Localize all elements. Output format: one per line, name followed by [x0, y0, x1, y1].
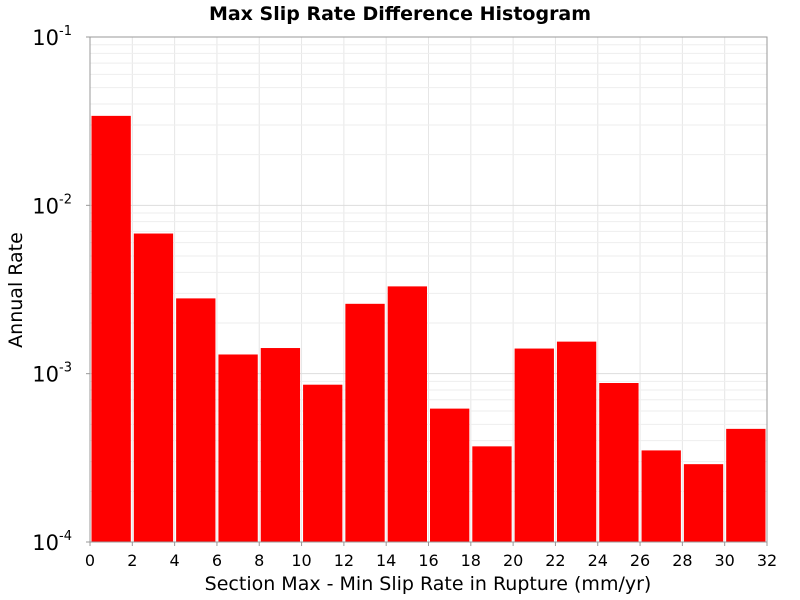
x-tick-label: 22	[545, 551, 565, 570]
y-tick-label: 10-3	[32, 361, 72, 387]
x-tick-label: 6	[212, 551, 222, 570]
x-tick-label: 12	[334, 551, 354, 570]
histogram-bar	[472, 446, 512, 542]
y-tick-exponent: -4	[59, 529, 72, 544]
x-tick-label: 8	[254, 551, 264, 570]
histogram-bar	[430, 408, 470, 542]
histogram-bar	[91, 115, 131, 543]
histogram-bar	[176, 298, 216, 542]
histogram-bar	[599, 383, 639, 542]
x-tick-label: 32	[757, 551, 777, 570]
chart-title: Max Slip Rate Difference Histogram	[209, 3, 591, 25]
histogram-bar	[683, 464, 724, 542]
x-axis-label: Section Max - Min Slip Rate in Rupture (…	[205, 573, 652, 595]
histogram-bar	[345, 303, 385, 542]
y-tick-label: 10-1	[32, 24, 72, 50]
x-tick-label: 24	[588, 551, 608, 570]
x-tick-label: 30	[715, 551, 735, 570]
y-tick-exponent: -1	[59, 24, 72, 39]
histogram-bar	[133, 233, 174, 543]
histogram-bar	[387, 286, 427, 542]
x-tick-label: 28	[672, 551, 692, 570]
x-tick-label: 16	[418, 551, 438, 570]
histogram-bar	[726, 428, 766, 542]
histogram-bar	[218, 354, 258, 542]
y-tick-label: 10-4	[32, 529, 72, 555]
y-axis-ticks: 10-4 10-3 10-2 10-1	[32, 24, 90, 555]
x-tick-label: 20	[503, 551, 523, 570]
x-tick-label: 4	[170, 551, 180, 570]
x-tick-label: 14	[376, 551, 396, 570]
x-tick-label: 10	[291, 551, 311, 570]
histogram-bar	[514, 348, 554, 542]
x-axis-ticks: 0 2 4 6 8 10 12 14 16 18 20 22 24 26 28 30 32	[85, 542, 777, 570]
histogram-bar	[260, 348, 301, 542]
histogram-bar	[641, 450, 681, 542]
y-tick-exponent: -3	[59, 361, 72, 376]
y-tick-label: 10-2	[32, 192, 72, 218]
x-tick-label: 2	[127, 551, 137, 570]
histogram-bar	[556, 341, 597, 542]
x-tick-label: 26	[630, 551, 650, 570]
histogram-bar	[303, 384, 343, 542]
y-tick-exponent: -2	[59, 192, 72, 207]
bars	[91, 115, 766, 543]
x-tick-label: 0	[85, 551, 95, 570]
y-axis-label: Annual Rate	[5, 232, 27, 348]
x-tick-label: 18	[461, 551, 481, 570]
